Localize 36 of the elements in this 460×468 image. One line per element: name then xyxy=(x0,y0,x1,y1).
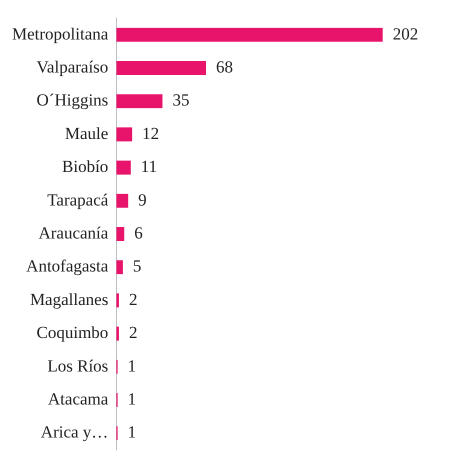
y-tick-label: Magallanes xyxy=(30,290,108,309)
bar xyxy=(116,326,119,341)
y-tick-label: Atacama xyxy=(48,389,109,408)
bar xyxy=(116,293,119,308)
y-tick-label: Arica y… xyxy=(40,422,108,442)
bar xyxy=(116,94,162,108)
bar xyxy=(116,61,206,75)
data-label: 202 xyxy=(392,24,418,44)
data-label: 5 xyxy=(132,256,142,276)
y-tick-label: Antofagasta xyxy=(26,256,109,276)
data-label: 2 xyxy=(128,323,138,342)
bar xyxy=(116,127,132,142)
bar xyxy=(116,160,131,175)
y-tick-label: Araucanía xyxy=(38,223,109,242)
data-label: 9 xyxy=(138,190,147,210)
bar xyxy=(116,194,128,208)
data-label: 1 xyxy=(128,356,136,376)
data-label: 1 xyxy=(128,422,136,442)
data-label: 6 xyxy=(134,223,143,242)
data-label: 68 xyxy=(216,57,233,76)
data-label: 12 xyxy=(142,124,160,143)
data-label: 2 xyxy=(128,290,138,309)
y-tick-label: Tarapacá xyxy=(47,190,109,210)
y-tick-label: Maule xyxy=(64,124,108,143)
y-tick-label: Coquimbo xyxy=(36,323,108,342)
y-tick-label: Biobío xyxy=(62,157,108,176)
bar xyxy=(116,260,123,274)
y-tick-label: Valparaíso xyxy=(36,57,108,76)
bar xyxy=(116,28,383,42)
bar xyxy=(116,227,124,241)
data-label: 11 xyxy=(140,157,158,176)
y-tick-label: Metropolitana xyxy=(12,24,109,44)
y-tick-label: O´Higgins xyxy=(36,90,108,110)
data-label: 1 xyxy=(128,389,136,408)
data-label: 35 xyxy=(172,90,190,110)
y-tick-label: Los Ríos xyxy=(47,356,108,376)
